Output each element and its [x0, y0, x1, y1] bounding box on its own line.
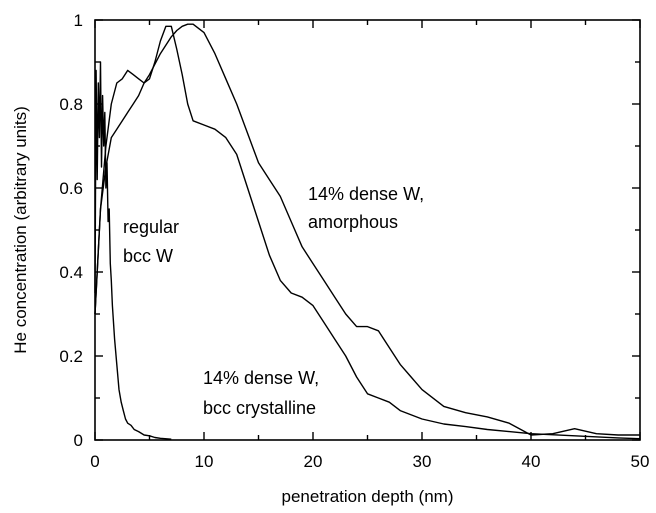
x-tick-label-0: 0	[90, 452, 99, 471]
annotation-regular-line-2: bcc W	[123, 246, 173, 266]
x-tick-label-40: 40	[522, 452, 541, 471]
annotation-crystalline-line-2: bcc crystalline	[203, 398, 316, 418]
series-layer	[94, 23, 641, 440]
series-line-1	[94, 61, 172, 440]
y-tick-label-0.8: 0.8	[59, 95, 83, 114]
x-tick-label-30: 30	[413, 452, 432, 471]
x-tick-label-50: 50	[631, 452, 650, 471]
y-tick-label-0.2: 0.2	[59, 347, 83, 366]
y-tick-label-0.6: 0.6	[59, 179, 83, 198]
y-axis-label: He concentration (arbitrary units)	[11, 106, 30, 354]
labels-layer: 0 10 20 30 40 50 0 0.2 0.4 0.6 0.8 1	[59, 11, 649, 471]
annotation-amorphous-line-1: 14% dense W,	[308, 184, 424, 204]
y-tick-label-1: 1	[74, 11, 83, 30]
series-line-2	[94, 23, 640, 436]
y-tick-label-0.4: 0.4	[59, 263, 83, 282]
x-tick-label-20: 20	[304, 452, 323, 471]
series-line-3	[94, 25, 641, 440]
ticks-layer	[94, 19, 641, 441]
annotation-regular-line-1: regular	[123, 217, 179, 237]
y-tick-label-0: 0	[74, 431, 83, 450]
x-tick-label-10: 10	[195, 452, 214, 471]
x-axis-label: penetration depth (nm)	[282, 487, 454, 506]
annotation-amorphous-line-2: amorphous	[308, 212, 398, 232]
annotation-crystalline-line-1: 14% dense W,	[203, 368, 319, 388]
